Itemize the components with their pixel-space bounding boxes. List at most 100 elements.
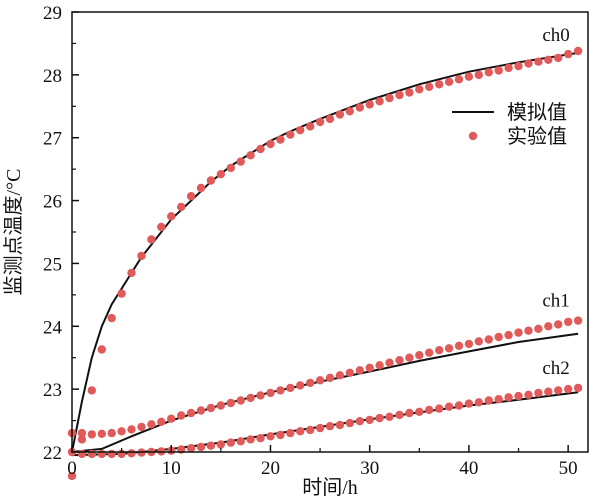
experimental-point: [554, 386, 563, 395]
experimental-point: [216, 440, 225, 449]
experimental-point: [345, 107, 354, 116]
experimental-point: [474, 337, 483, 346]
experimental-point: [276, 135, 285, 144]
experimental-point: [77, 449, 87, 459]
experimental-point: [77, 435, 87, 444]
experimental-point: [464, 339, 474, 349]
experimental-point: [425, 82, 434, 92]
x-tick-label: 20: [261, 458, 280, 479]
experimental-point: [315, 423, 325, 433]
experimental-point: [296, 381, 305, 390]
experimental-point: [276, 430, 285, 440]
x-tick-label: 30: [360, 458, 379, 479]
y-axis-title: 监测点温度/°C: [2, 169, 25, 296]
simulated-line-ch0: [71, 51, 579, 453]
experimental-point: [514, 61, 523, 71]
experimental-point: [335, 110, 345, 119]
experimental-point: [405, 88, 414, 97]
experimental-point: [67, 471, 77, 481]
experimental-series-ch1: [67, 316, 583, 439]
legend-label-simulated: 模拟值: [507, 101, 567, 124]
plot-frame: [71, 11, 589, 453]
experimental-point: [296, 126, 305, 135]
experimental-point: [494, 332, 503, 342]
series-tag-ch0: ch0: [542, 25, 569, 46]
experimental-point: [444, 402, 454, 411]
experimental-point: [266, 432, 275, 441]
experimental-point: [186, 192, 196, 201]
experimental-point: [544, 387, 553, 396]
experimental-series-ch0: [67, 46, 583, 457]
experimental-point: [573, 383, 583, 393]
experimental-point: [534, 388, 543, 398]
experimental-point: [484, 335, 493, 344]
experimental-point: [395, 410, 404, 420]
experimental-point: [355, 417, 364, 426]
experimental-point: [474, 70, 483, 80]
axes: 0 10 20 30 40 50 22 23 24 25 26 27 28 29: [43, 3, 589, 479]
experimental-point: [524, 326, 533, 335]
experimental-point: [286, 130, 295, 139]
experimental-point: [554, 53, 563, 63]
experimental-point: [226, 438, 235, 447]
experimental-point: [196, 183, 206, 193]
experimental-point: [256, 144, 265, 154]
experimental-point: [464, 72, 474, 81]
experimental-point: [325, 373, 335, 382]
experimental-point: [405, 408, 414, 418]
experimental-point: [464, 399, 474, 408]
x-axis-title: 时间/h: [302, 476, 358, 499]
experimental-point: [286, 383, 295, 393]
experimental-point: [395, 356, 404, 365]
experimental-point: [564, 384, 573, 394]
experimental-point: [514, 328, 523, 337]
experimental-point: [365, 363, 374, 372]
experimental-point: [296, 427, 305, 436]
experimental-point: [564, 317, 573, 327]
experimental-point: [107, 313, 116, 323]
experimental-point: [444, 344, 454, 353]
y-tick-label: 27: [43, 129, 62, 150]
experimental-point: [345, 368, 354, 377]
experimental-point: [306, 378, 315, 388]
experimental-point: [484, 396, 493, 405]
x-tick-label: 40: [459, 458, 478, 479]
y-tick-label: 25: [43, 254, 62, 275]
experimental-point: [315, 376, 325, 385]
experimental-point: [167, 414, 176, 423]
experimental-point: [236, 396, 245, 405]
experimental-point: [137, 251, 146, 261]
experimental-point: [415, 85, 424, 94]
experimental-point: [524, 59, 533, 68]
experimental-point: [246, 151, 255, 160]
experimental-point: [306, 425, 315, 435]
experimental-point: [415, 351, 424, 360]
experimental-point: [266, 139, 275, 149]
experimental-point: [256, 391, 265, 400]
experimental-point: [167, 212, 176, 221]
legend-dot-marker: [468, 131, 478, 141]
experimental-point: [454, 401, 464, 410]
experimental-point: [435, 80, 444, 89]
experimental-point: [335, 420, 345, 430]
experimental-point: [77, 428, 87, 438]
experimental-point: [435, 346, 444, 355]
experimental-point: [276, 386, 285, 395]
experimental-point: [444, 77, 454, 87]
experimental-point: [157, 222, 166, 232]
experimental-point: [127, 425, 136, 434]
y-tick-label: 22: [43, 443, 62, 464]
experimental-point: [147, 235, 156, 244]
experimental-point: [325, 422, 335, 431]
experimental-point: [405, 353, 414, 362]
experimental-point: [107, 449, 116, 459]
series-tag-ch2: ch2: [542, 358, 569, 379]
experimental-point: [87, 430, 97, 439]
experimental-point: [454, 341, 464, 350]
experimental-point: [246, 435, 255, 444]
y-tick-label: 26: [43, 192, 62, 213]
y-tick-label: 24: [43, 317, 63, 338]
experimental-point: [355, 366, 364, 375]
y-tick-label: 29: [43, 3, 62, 24]
